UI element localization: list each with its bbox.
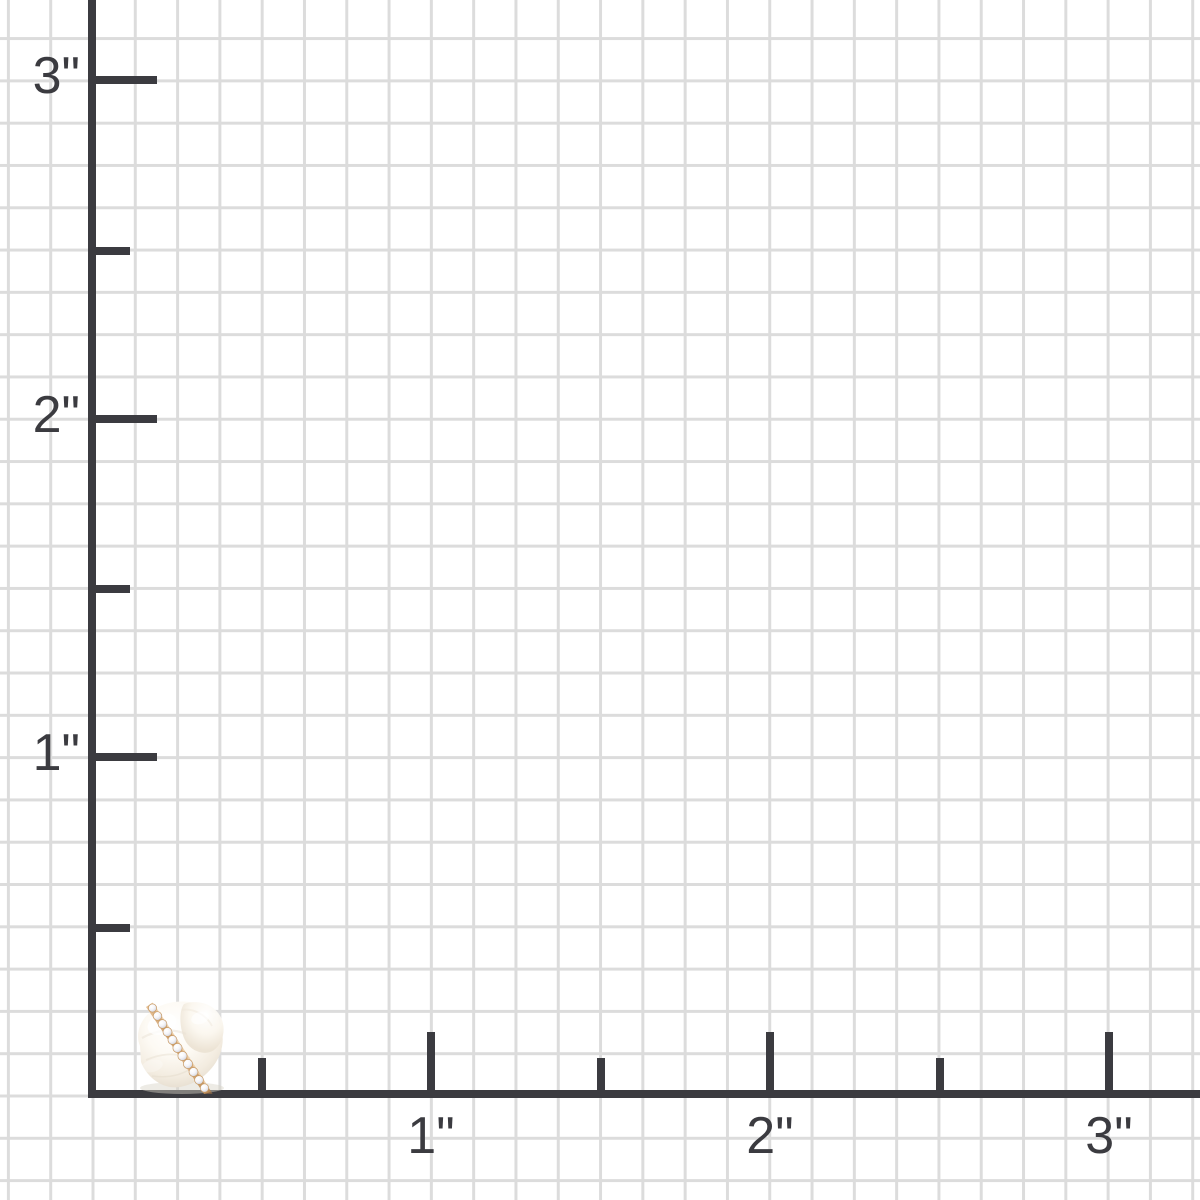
y-axis-label-2in: 2": [0, 389, 80, 441]
x-axis-label-1in: 1": [371, 1110, 491, 1162]
x-tick-minor-2_5in: [936, 1058, 944, 1092]
x-tick-minor-0_5in: [258, 1058, 266, 1092]
x-tick-major-3in: [1105, 1032, 1113, 1092]
y-tick-minor-0_5in: [94, 924, 130, 932]
x-axis-label-1in-text: 1": [407, 1107, 455, 1165]
pearl-highlight-lower: [141, 1059, 163, 1073]
y-tick-minor-1_5in: [94, 585, 130, 593]
y-tick-major-2in: [94, 415, 157, 423]
y-axis-label-1in: 1": [0, 727, 80, 779]
x-tick-minor-1_5in: [597, 1058, 605, 1092]
y-axis-label-3in: 3": [0, 50, 80, 102]
y-axis-line: [88, 0, 96, 1098]
x-axis-line: [88, 1090, 1200, 1098]
x-tick-major-2in: [766, 1032, 774, 1092]
y-axis-label-2in-text: 2": [32, 386, 80, 444]
y-axis-label-3in-text: 3": [32, 47, 80, 105]
x-axis-label-2in-text: 2": [746, 1107, 794, 1165]
x-axis-label-3in: 3": [1049, 1110, 1169, 1162]
product-image-baroque-pearl-pendant: [122, 994, 238, 1094]
pearl-lobe-upper: [180, 1002, 224, 1053]
y-tick-major-1in: [94, 753, 157, 761]
pave-diamond-band: [146, 1002, 213, 1094]
pearl-svg: [138, 1001, 224, 1094]
pearl-highlight-secondary: [191, 1011, 209, 1025]
x-tick-major-1in: [427, 1032, 435, 1092]
x-axis-label-2in: 2": [710, 1110, 830, 1162]
y-tick-minor-2_5in: [94, 247, 130, 255]
y-axis-label-1in-text: 1": [32, 724, 80, 782]
diamond-stones: [148, 1003, 210, 1093]
diamond-sparkles: [150, 1005, 205, 1088]
x-axis-label-3in-text: 3": [1085, 1107, 1133, 1165]
y-tick-major-3in: [94, 76, 157, 84]
